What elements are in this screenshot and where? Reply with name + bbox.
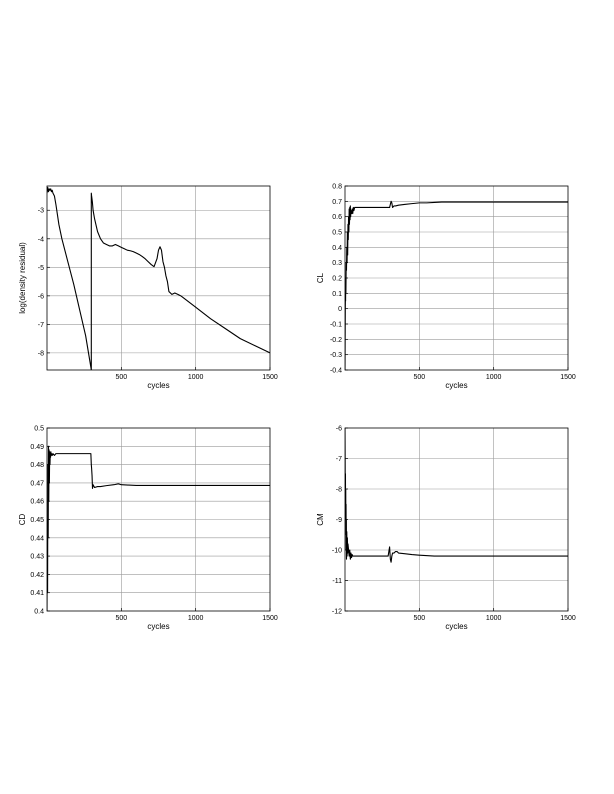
residual-y-tick-label: -7 xyxy=(38,322,44,329)
cl-y-tick-label: 0.8 xyxy=(332,184,342,191)
cm-y-tick-label: -7 xyxy=(336,456,342,463)
cm-y-tick-label: -11 xyxy=(332,578,342,585)
residual-x-axis-label: cycles xyxy=(147,381,169,390)
cm-x-tick-label: 1500 xyxy=(560,615,576,622)
chart-cm: 500 1000 1500 -12 -11 -10 -9 -8 -7 -6 cycles CM xyxy=(316,426,576,632)
residual-y-tick-label: -6 xyxy=(38,293,44,300)
cm-x-tick-label: 1000 xyxy=(486,615,502,622)
residual-y-axis-label: log(density residual) xyxy=(18,242,27,314)
cd-x-tick-label: 1000 xyxy=(188,615,204,622)
residual-plot-frame xyxy=(46,185,271,371)
cl-y-tick-label: 0.2 xyxy=(332,276,342,283)
cd-x-tick-label: 500 xyxy=(115,615,127,622)
cd-y-tick-label: 0.48 xyxy=(30,462,44,469)
chart-cl: 500 1000 1500 -0.4 -0.3 -0.2 -0.1 0 0.1 0.2 0.3 0.4… xyxy=(316,184,576,391)
chart-cd: 500 1000 1500 0.4 0.41 0.42 0.43 0.44 0.45 0.46 0.… xyxy=(18,426,278,632)
cd-x-tick-label: 1500 xyxy=(262,615,278,622)
cm-y-tick-label: -10 xyxy=(332,548,342,555)
cd-y-tick-label: 0.44 xyxy=(30,535,44,542)
cl-y-tick-label: 0 xyxy=(338,306,342,313)
cm-y-axis-label: CM xyxy=(316,513,325,526)
cd-plot-frame xyxy=(46,427,271,612)
chart-residual: 500 1000 1500 -8 -7 -6 -5 -4 -3 cycles log(density… xyxy=(18,185,278,390)
residual-y-tick-label: -5 xyxy=(38,265,44,272)
cd-y-tick-label: 0.42 xyxy=(30,572,44,579)
cl-y-tick-label: 0.4 xyxy=(332,245,342,252)
residual-y-tick-label: -8 xyxy=(38,350,44,357)
cl-y-tick-label: -0.1 xyxy=(330,322,342,329)
cm-series-line xyxy=(345,428,568,563)
cl-x-axis-label: cycles xyxy=(445,381,467,390)
residual-y-tick-label: -3 xyxy=(38,208,44,215)
residual-x-tick-label: 1500 xyxy=(262,374,278,381)
cd-series-line xyxy=(47,445,270,611)
cl-y-tick-label: 0.6 xyxy=(332,214,342,221)
residual-y-tick-label: -4 xyxy=(38,236,44,243)
cm-x-tick-label: 500 xyxy=(413,615,425,622)
cl-x-tick-label: 1500 xyxy=(560,374,576,381)
cl-y-tick-label: -0.3 xyxy=(330,352,342,359)
cm-y-tick-label: -9 xyxy=(336,517,342,524)
cl-x-tick-label: 500 xyxy=(413,374,425,381)
cd-y-axis-label: CD xyxy=(18,514,27,526)
cl-y-tick-label: 0.5 xyxy=(332,230,342,237)
cl-y-tick-label: 0.7 xyxy=(332,199,342,206)
cd-y-tick-label: 0.46 xyxy=(30,499,44,506)
cm-plot-frame xyxy=(344,427,569,612)
residual-series-line xyxy=(47,186,270,370)
cd-y-tick-label: 0.49 xyxy=(30,444,44,451)
cl-y-tick-label: -0.2 xyxy=(330,337,342,344)
cl-y-tick-label: 0.3 xyxy=(332,260,342,267)
cd-y-tick-label: 0.45 xyxy=(30,517,44,524)
cl-y-tick-label: 0.1 xyxy=(332,291,342,298)
cl-series-line xyxy=(345,200,568,370)
cl-x-tick-label: 1000 xyxy=(486,374,502,381)
cd-y-tick-label: 0.43 xyxy=(30,554,44,561)
cm-y-tick-label: -6 xyxy=(336,426,342,433)
cd-y-tick-label: 0.4 xyxy=(34,609,44,616)
cd-y-tick-label: 0.41 xyxy=(30,590,44,597)
cd-x-axis-label: cycles xyxy=(147,622,169,631)
cl-y-axis-label: CL xyxy=(316,272,325,283)
residual-x-tick-label: 500 xyxy=(115,374,127,381)
cm-x-axis-label: cycles xyxy=(445,622,467,631)
residual-x-tick-label: 1000 xyxy=(188,374,204,381)
cm-y-tick-label: -8 xyxy=(336,487,342,494)
cd-y-tick-label: 0.5 xyxy=(34,426,44,433)
cd-y-tick-label: 0.47 xyxy=(30,480,44,487)
cl-y-tick-label: -0.4 xyxy=(330,368,342,375)
cl-plot-frame xyxy=(344,185,569,371)
cm-y-tick-label: -12 xyxy=(332,609,342,616)
